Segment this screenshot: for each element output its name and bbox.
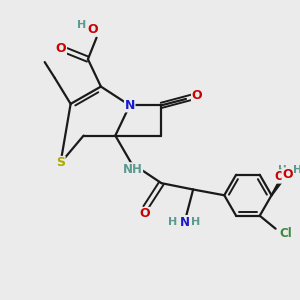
Text: NH: NH <box>123 163 142 176</box>
Text: N: N <box>179 216 190 229</box>
Text: H: H <box>278 165 287 175</box>
Text: S: S <box>56 157 65 169</box>
Text: Cl: Cl <box>279 226 292 239</box>
Text: H: H <box>168 217 178 227</box>
Text: O: O <box>88 23 98 36</box>
Text: N: N <box>124 99 135 112</box>
Text: O: O <box>192 89 202 102</box>
Text: H: H <box>293 165 300 175</box>
Text: H: H <box>77 20 86 30</box>
Text: O: O <box>140 208 150 220</box>
Text: O: O <box>56 42 66 55</box>
Text: H: H <box>191 217 201 227</box>
Text: O: O <box>274 170 285 183</box>
Text: O: O <box>282 168 293 181</box>
